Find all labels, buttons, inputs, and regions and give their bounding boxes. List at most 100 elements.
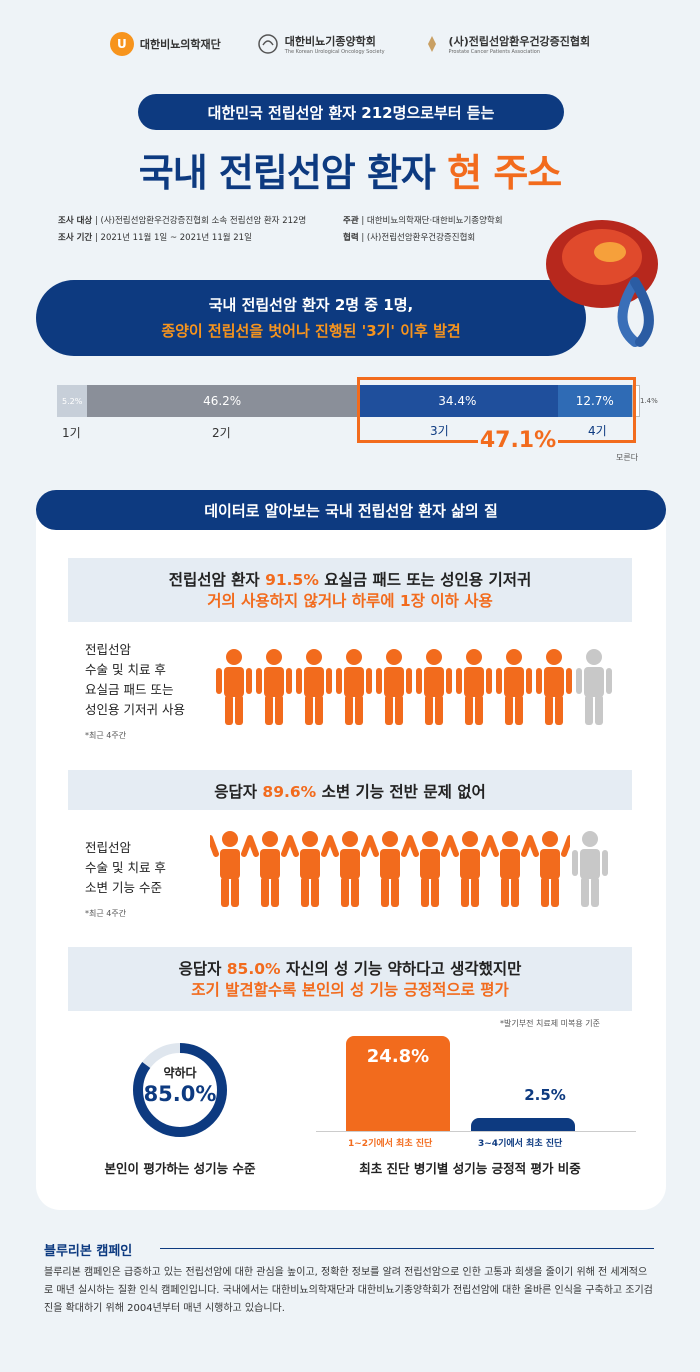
campaign-text: 블루리본 캠페인은 급증하고 있는 전립선암에 대한 관심을 높이고, 정확한 …	[44, 1267, 653, 1314]
stat1-person-icon	[294, 648, 334, 730]
stat1-pct: 91.5%	[265, 571, 319, 589]
stat2-person-icon	[527, 830, 573, 912]
bar-late-value: 2.5%	[524, 1086, 566, 1104]
stat3-line2: 조기 발견할수록 본인의 성 기능 긍정적으로 평가	[191, 981, 509, 999]
foundation-logo-text: 대한비뇨의학재단	[139, 38, 221, 51]
campaign-title: 블루리본 캠페인	[44, 1244, 133, 1259]
subtitle-pill: 대한민국 전립선암 환자 212명으로부터 듣는	[138, 94, 564, 130]
bars2-caption: 최초 진단 병기별 성기능 긍정적 평가 비중	[359, 1161, 581, 1176]
stat1-pre: 전립선암 환자	[168, 571, 266, 589]
bar-stage-3-label: 34.4%	[438, 394, 477, 408]
bar-early-cat: 1~2기에서 최초 진단	[348, 1139, 433, 1149]
donut-label: 약하다	[163, 1066, 197, 1080]
donut-caption: 본인이 평가하는 성기능 수준	[104, 1161, 256, 1176]
bar-baseline	[316, 1131, 636, 1132]
stat2-side: 전립선암 수술 및 치료 후 소변 기능 수준 *최근 4주간	[85, 838, 166, 924]
stat3-pct: 85.0%	[226, 960, 281, 978]
stage-3-label: 3기	[430, 424, 449, 438]
stat2-person-icon	[367, 830, 413, 912]
unknown-label: 모른다	[616, 453, 639, 462]
highlight-pct: 47.1%	[478, 428, 558, 456]
host-value: 대한비뇨의학재단·대한비뇨기종양학회	[366, 216, 503, 226]
stat1-side-0: 전립선암	[85, 642, 132, 657]
stat2-person-icon	[247, 830, 293, 912]
stat1-person-icon	[334, 648, 374, 730]
campaign-divider	[160, 1248, 654, 1249]
stat2-people	[207, 830, 630, 912]
stat2-person-icon	[570, 830, 610, 912]
survey-meta-right: 주관 | 대한비뇨의학재단·대한비뇨기종양학회 협력 | (사)전립선암환우건강…	[343, 216, 503, 243]
bar-stage-2-label: 46.2%	[203, 394, 242, 408]
stage-rating-chart: 24.8% 2.5%	[316, 1036, 636, 1132]
stat2-pre: 응답자	[214, 783, 263, 801]
stat1-people	[214, 648, 624, 726]
foundation-logo-icon: U	[109, 32, 134, 56]
association-logo: (사)전립선암환우건강증진협회 Prostate Cancer Patients …	[421, 33, 591, 55]
bar-stage-4-label: 12.7%	[575, 394, 614, 408]
stat1-note: *최근 4주간	[85, 731, 127, 740]
stat1-side-2: 요실금 패드 또는	[85, 682, 174, 697]
stat2-box: 응답자 89.6% 소변 기능 전반 문제 없어	[68, 770, 632, 810]
stat1-person-icon	[574, 648, 614, 730]
foundation-logo: U 대한비뇨의학재단	[109, 32, 221, 56]
association-logo-text: (사)전립선암환우건강증진협회	[448, 35, 591, 48]
society-logo-sub: The Korean Urological Oncology Society	[284, 49, 385, 55]
association-logo-icon	[427, 36, 436, 52]
stage-bar-chart: 5.2% 46.2% 34.4% 12.7%	[57, 385, 640, 417]
host-label: 주관	[343, 216, 359, 226]
bar-late-cat: 3~4기에서 최초 진단	[478, 1139, 563, 1149]
stage-1-label: 1기	[62, 426, 81, 440]
bar-stage-4: 12.7%	[557, 385, 632, 417]
bar-stage-1-label: 5.2%	[62, 396, 83, 406]
stat1-person-icon	[454, 648, 494, 730]
bar-early: 24.8%	[346, 1036, 450, 1132]
stat2-person-icon	[327, 830, 373, 912]
stat2-post: 소변 기능 전반 문제 없어	[316, 783, 486, 801]
donut-chart	[133, 1043, 227, 1137]
survey-meta-left: 조사 대상 | (사)전립선암환우건강증진협회 소속 전립선암 환자 212명 …	[58, 216, 307, 243]
stat1-side-1: 수술 및 치료 후	[85, 662, 166, 677]
stat1-line2: 거의 사용하지 않거나 하루에 1장 이하 사용	[207, 592, 493, 610]
stat3-pre: 응답자	[178, 960, 227, 978]
bar-late	[471, 1118, 575, 1132]
stat2-person-icon	[487, 830, 533, 912]
title-highlight: 현 주소	[447, 151, 562, 195]
stat2-person-icon	[447, 830, 493, 912]
stat1-person-icon	[214, 648, 254, 730]
bar-stage-2: 46.2%	[87, 385, 357, 417]
stat2-note: *최근 4주간	[85, 909, 127, 918]
stat1-side-3: 성인용 기저귀 사용	[85, 702, 185, 717]
stat1-side: 전립선암 수술 및 치료 후 요실금 패드 또는 성인용 기저귀 사용 *최근 …	[85, 640, 185, 746]
bar-stage-1: 5.2%	[57, 385, 88, 417]
stat2-side-2: 소변 기능 수준	[85, 880, 162, 895]
section-title: 데이터로 알아보는 국내 전립선암 환자 삶의 질	[36, 490, 666, 530]
stat2-person-icon	[207, 830, 253, 912]
stage-2-label: 2기	[212, 426, 231, 440]
prostate-illustration-icon	[546, 220, 658, 347]
bar-early-value: 24.8%	[366, 1046, 430, 1067]
stat1-person-icon	[494, 648, 534, 730]
stat2-side-1: 수술 및 치료 후	[85, 860, 166, 875]
coop-value: (사)전립선암환우건강증진협회	[366, 233, 476, 243]
bar-stage-3: 34.4%	[356, 385, 558, 417]
target-value: (사)전립선암환우건강증진협회 소속 전립선암 환자 212명	[100, 216, 307, 226]
stat2-person-icon	[407, 830, 453, 912]
stat1-person-icon	[254, 648, 294, 730]
donut-arc	[133, 1043, 227, 1137]
society-logo: 대한비뇨기종양학회 The Korean Urological Oncology …	[257, 33, 385, 55]
society-logo-text: 대한비뇨기종양학회	[284, 35, 376, 48]
target-label: 조사 대상	[58, 216, 93, 226]
association-logo-sub: Prostate Cancer Patients Association	[448, 49, 541, 55]
stat3-box: 응답자 85.0% 자신의 성 기능 약하다고 생각했지만 조기 발견할수록 본…	[68, 947, 632, 1011]
headline-banner: 국내 전립선암 환자 2명 중 1명, 종양이 전립선을 벗어나 진행된 '3기…	[36, 280, 586, 356]
logo-row: U 대한비뇨의학재단 대한비뇨기종양학회 The Korean Urologica…	[0, 24, 700, 64]
stat2-side-0: 전립선암	[85, 840, 132, 855]
period-label: 조사 기간	[58, 233, 93, 243]
stat3-post: 자신의 성 기능 약하다고 생각했지만	[280, 960, 522, 978]
stat1-person-icon	[414, 648, 454, 730]
stat2-person-icon	[287, 830, 333, 912]
stat3-note: *발기부전 치료제 미복용 기준	[500, 1019, 600, 1028]
society-logo-icon	[258, 34, 278, 54]
unknown-pct-label: 1.4%	[640, 397, 658, 405]
coop-label: 협력	[343, 233, 359, 243]
